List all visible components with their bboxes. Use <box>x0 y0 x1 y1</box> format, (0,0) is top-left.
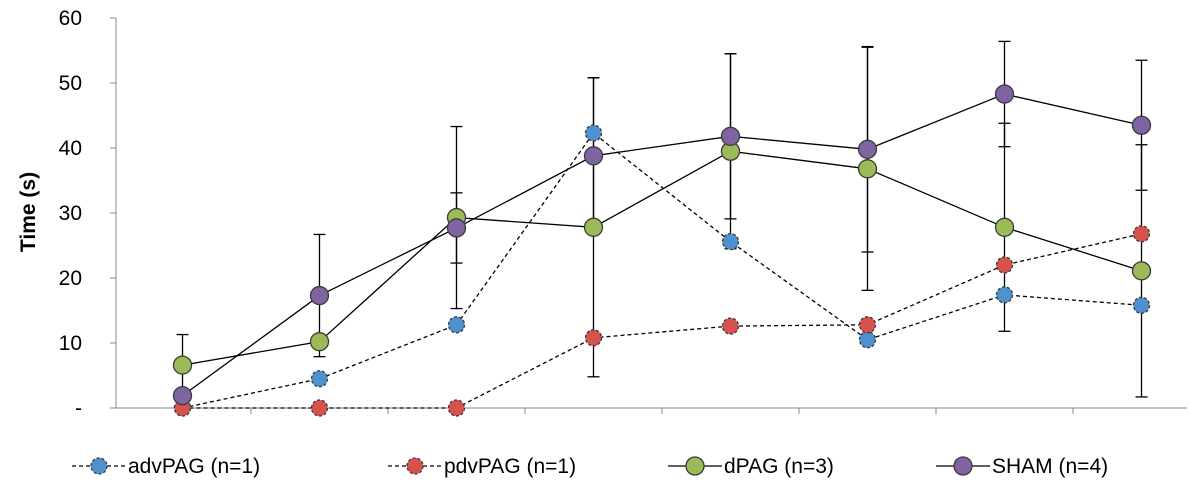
data-point <box>309 332 330 352</box>
data-point <box>721 317 740 335</box>
series-line <box>182 132 1142 409</box>
y-tick-label: 30 <box>59 202 82 225</box>
data-point <box>995 286 1014 304</box>
data-point <box>1132 296 1151 314</box>
data-point <box>310 370 329 388</box>
data-point <box>583 146 604 166</box>
y-tick-label: 60 <box>59 7 82 30</box>
series-line <box>182 93 1142 397</box>
legend: advPAG (n=1) pdvPAG (n=1) dPAG (n=3) SHAM (… <box>72 455 1108 478</box>
y-axis-title: Time (s) <box>17 172 40 252</box>
data-point <box>584 124 603 142</box>
legend-label: pdvPAG (n=1) <box>444 455 576 478</box>
data-point <box>858 316 877 334</box>
data-point <box>857 139 878 159</box>
data-point <box>857 159 878 179</box>
data-point <box>858 331 877 349</box>
data-point <box>994 217 1015 237</box>
data-point <box>310 399 329 417</box>
data-point <box>721 232 740 251</box>
y-tick-label: 40 <box>59 137 82 160</box>
y-tick-label: 50 <box>59 72 82 95</box>
data-point <box>447 399 466 417</box>
series-markers <box>172 84 1152 417</box>
series-line <box>182 150 1142 366</box>
legend-marker <box>953 456 973 476</box>
legend-marker <box>406 457 424 475</box>
chart-axes <box>110 17 1187 414</box>
y-tick-label: 10 <box>59 332 82 355</box>
data-point <box>1132 225 1151 243</box>
data-point <box>995 256 1014 274</box>
data-point <box>1131 261 1152 281</box>
data-point <box>447 316 466 334</box>
legend-label: dPAG (n=3) <box>724 455 834 478</box>
legend-marker <box>90 457 108 475</box>
data-point <box>720 126 741 146</box>
y-tick-labels: - 10 20 30 40 50 60 <box>59 7 82 420</box>
data-point <box>583 217 604 237</box>
legend-marker <box>685 456 705 476</box>
legend-label: SHAM (n=4) <box>992 455 1108 478</box>
y-tick-label: 20 <box>59 267 82 290</box>
series-lines <box>182 93 1142 409</box>
y-tick-label: - <box>75 397 82 420</box>
series-line <box>182 233 1142 409</box>
data-point <box>309 285 330 306</box>
data-point <box>446 218 467 238</box>
data-point <box>994 84 1015 104</box>
data-point <box>172 385 193 406</box>
data-point <box>1131 115 1152 135</box>
data-point <box>584 329 603 347</box>
legend-label: advPAG (n=1) <box>128 455 260 478</box>
data-point <box>172 355 193 375</box>
